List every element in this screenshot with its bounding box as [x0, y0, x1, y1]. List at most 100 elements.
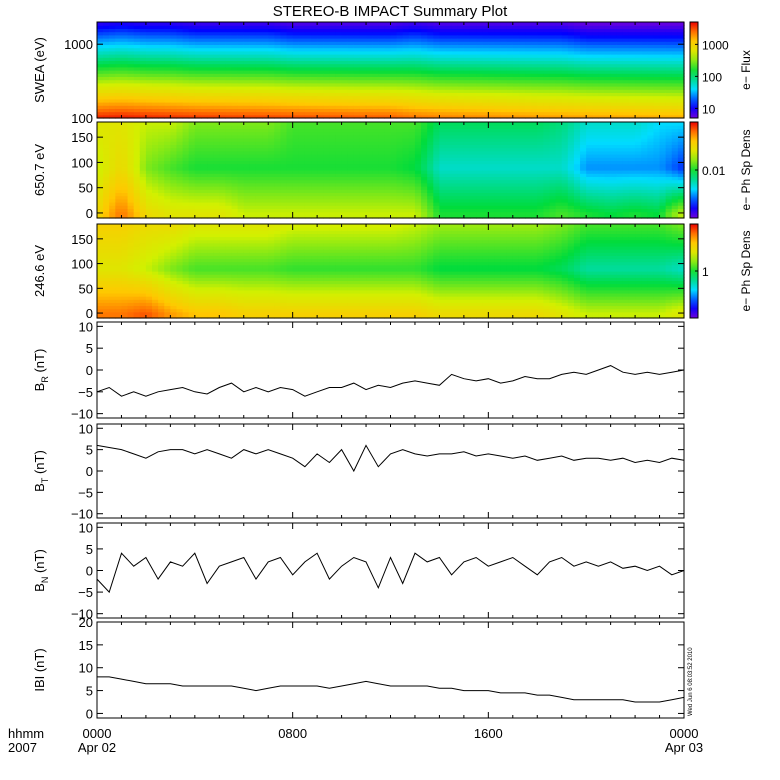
- swea-cell: [249, 50, 257, 55]
- pad650-cell: [194, 160, 202, 165]
- pad650-cell: [127, 166, 135, 171]
- pad650-cell: [255, 150, 263, 155]
- swea-cell: [592, 25, 599, 29]
- pad650-cell: [353, 211, 361, 216]
- pad650-cell: [280, 166, 288, 171]
- pad650-cell: [414, 122, 422, 126]
- pad650-cell: [421, 154, 428, 158]
- swea-cell: [396, 25, 404, 29]
- swea-cell: [476, 89, 483, 93]
- swea-cell: [451, 86, 459, 90]
- swea-cell: [103, 102, 110, 106]
- swea-cell: [225, 50, 233, 55]
- pad650-cell: [384, 141, 392, 145]
- swea-cell: [329, 63, 337, 68]
- swea-cell: [665, 108, 673, 113]
- swea-cell: [476, 54, 483, 58]
- swea-cell: [353, 34, 361, 39]
- pad650-cell: [390, 154, 398, 158]
- pad650-cell: [139, 211, 147, 216]
- pad650-cell: [255, 138, 263, 142]
- pad650-cell: [268, 192, 275, 197]
- swea-cell: [531, 57, 538, 61]
- swea-cell: [347, 50, 355, 55]
- swea-cell: [243, 31, 251, 36]
- pad650-cell: [164, 125, 171, 129]
- swea-cell: [512, 70, 520, 74]
- swea-cell: [525, 82, 532, 87]
- pad650-cell: [207, 134, 214, 139]
- swea-cell: [512, 66, 520, 71]
- swea-cell: [219, 22, 227, 26]
- pad650-cell: [378, 157, 385, 161]
- pad650-cell: [408, 163, 416, 168]
- swea-cell: [616, 41, 624, 45]
- swea-cell: [635, 41, 642, 45]
- swea-cell: [347, 82, 355, 87]
- swea-cell: [286, 70, 294, 74]
- swea-cell: [433, 76, 441, 81]
- swea-cell: [433, 98, 441, 103]
- swea-cell: [512, 22, 520, 26]
- pad650-cell: [139, 186, 147, 190]
- swea-cell: [390, 89, 398, 93]
- pad650-cell: [262, 179, 269, 184]
- swea-cell: [194, 66, 202, 71]
- swea-cell: [347, 70, 355, 74]
- pad650-cell: [274, 128, 282, 133]
- swea-cell: [604, 28, 612, 33]
- pad650-cell: [243, 186, 251, 190]
- pad650-cell: [115, 202, 123, 206]
- swea-cell: [555, 73, 563, 77]
- swea-cell: [304, 66, 312, 71]
- pad650-cell: [366, 202, 373, 206]
- swea-cell: [298, 50, 306, 55]
- pad650-cell: [445, 186, 453, 190]
- swea-cell: [262, 111, 269, 116]
- swea-cell: [366, 76, 373, 81]
- pad650-cell: [451, 128, 459, 133]
- swea-cell: [610, 28, 618, 33]
- swea-cell: [580, 38, 587, 42]
- swea-cell: [194, 28, 202, 33]
- swea-cell: [268, 63, 275, 68]
- pad650-cell: [372, 202, 379, 206]
- swea-cell: [543, 34, 551, 39]
- pad650-cell: [506, 131, 514, 136]
- swea-cell: [414, 47, 422, 52]
- swea-cell: [255, 44, 263, 49]
- swea-cell: [164, 108, 171, 113]
- pad650-cell: [317, 163, 324, 168]
- swea-cell: [543, 70, 551, 74]
- swea-cell: [219, 82, 227, 87]
- swea-cell: [341, 38, 349, 42]
- pad650-cell: [427, 144, 434, 149]
- pad650-cell: [133, 176, 141, 181]
- pad650-cell: [353, 122, 361, 126]
- pad650-cell: [225, 186, 233, 190]
- pad650-cell: [103, 211, 110, 216]
- swea-cell: [647, 41, 655, 45]
- pad650-cell: [359, 122, 367, 126]
- pad650-cell: [323, 122, 330, 126]
- swea-cell: [445, 38, 453, 42]
- swea-cell: [194, 54, 202, 58]
- pad650-cell: [323, 157, 330, 161]
- swea-cell: [439, 54, 447, 58]
- swea-cell: [616, 79, 624, 84]
- pad650-cell: [451, 157, 459, 161]
- swea-cell: [402, 28, 410, 33]
- swea-cell: [372, 34, 379, 39]
- swea-cell: [243, 108, 251, 113]
- swea-cell: [292, 114, 300, 119]
- swea-cell: [335, 54, 343, 58]
- swea-cell: [152, 63, 159, 68]
- swea-cell: [518, 54, 526, 58]
- swea-cell: [500, 82, 508, 87]
- swea-cell: [194, 92, 202, 97]
- swea-cell: [103, 41, 110, 45]
- pad650-cell: [445, 160, 453, 165]
- pad650-cell: [427, 205, 434, 209]
- swea-cell: [665, 54, 673, 58]
- pad650-cell: [396, 182, 404, 187]
